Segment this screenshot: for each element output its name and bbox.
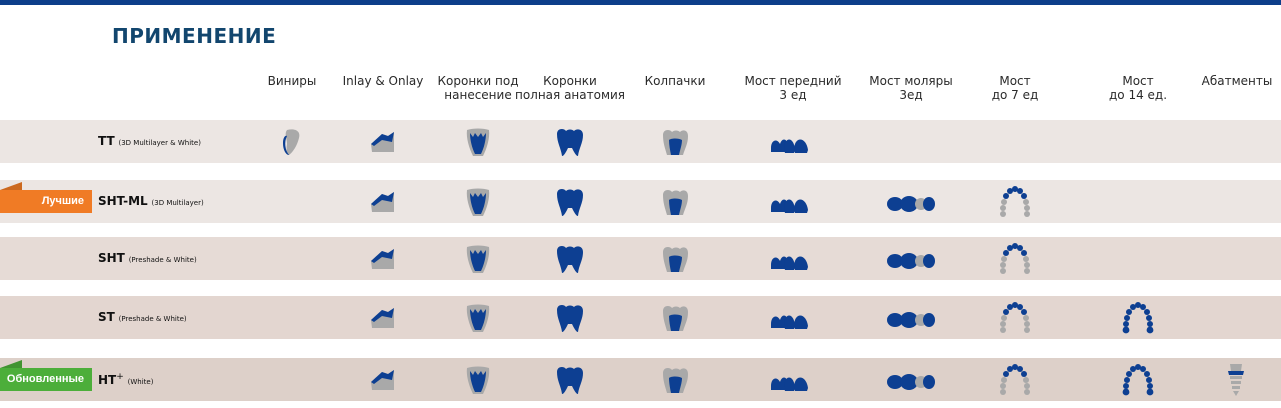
bridge14-icon	[1120, 362, 1156, 398]
column-header-abutment: Абатменты	[1201, 74, 1273, 88]
row-band	[0, 296, 1281, 339]
inlay-icon	[366, 243, 400, 275]
row-label: ST (Preshade & White)	[98, 310, 187, 324]
inlay-icon	[366, 186, 400, 218]
crown-facing-icon	[461, 243, 495, 275]
bridge-molar-icon	[886, 186, 936, 218]
column-header-bridge14: Мост до 14 ед.	[1108, 74, 1168, 102]
table-row: TT (3D Multilayer & White)	[0, 120, 1281, 163]
bridge-front-icon	[768, 302, 818, 334]
bridge-molar-icon	[886, 243, 936, 275]
table-row: SHT (Preshade & White)	[0, 237, 1281, 280]
row-label: SHT (Preshade & White)	[98, 251, 197, 265]
row-badge-label: Лучшие	[41, 195, 84, 207]
bridge7-icon	[997, 300, 1033, 336]
column-header-inlay: Inlay & Onlay	[342, 74, 424, 88]
table-row: ST (Preshade & White)	[0, 296, 1281, 339]
row-badge-label: Обновленные	[6, 373, 84, 385]
material-name: HT	[98, 373, 117, 387]
page-title: ПРИМЕНЕНИЕ	[112, 24, 277, 48]
bridge7-icon	[997, 362, 1033, 398]
cap-icon	[658, 243, 692, 275]
material-note: (3D Multilayer)	[151, 199, 204, 207]
column-header-bridge_molar: Мост моляры 3ед	[869, 74, 953, 102]
cap-icon	[658, 302, 692, 334]
badge-fold	[0, 360, 22, 368]
crown-facing-icon	[461, 126, 495, 158]
bridge-front-icon	[768, 186, 818, 218]
bridge-molar-icon	[886, 302, 936, 334]
row-badge: Лучшие	[0, 182, 92, 213]
crown-facing-icon	[461, 186, 495, 218]
column-header-crown_full: Коронки полная анатомия	[514, 74, 626, 102]
column-header-bridge7: Мост до 7 ед	[991, 74, 1039, 102]
row-label: TT (3D Multilayer & White)	[98, 134, 201, 148]
row-band	[0, 180, 1281, 223]
column-header-veneer: Виниры	[267, 74, 317, 88]
table-row: Лучшие SHT-ML (3D Multilayer)	[0, 180, 1281, 223]
material-note: (Preshade & White)	[118, 315, 187, 323]
material-name: ST	[98, 310, 115, 324]
bridge-front-icon	[768, 243, 818, 275]
bridge7-icon	[997, 241, 1033, 277]
crown-facing-icon	[461, 302, 495, 334]
cap-icon	[658, 126, 692, 158]
inlay-icon	[366, 126, 400, 158]
crown-full-icon	[553, 126, 587, 158]
inlay-icon	[366, 364, 400, 396]
crown-facing-icon	[461, 364, 495, 396]
material-note: (White)	[127, 378, 154, 386]
badge-fold	[0, 182, 22, 190]
bridge-molar-icon	[886, 364, 936, 396]
cap-icon	[658, 364, 692, 396]
row-label: HT+ (White)	[98, 372, 153, 387]
veneer-icon	[275, 126, 309, 158]
top-bar	[0, 0, 1281, 5]
row-label: SHT-ML (3D Multilayer)	[98, 194, 204, 208]
crown-full-icon	[553, 243, 587, 275]
material-name: SHT	[98, 251, 125, 265]
crown-full-icon	[553, 302, 587, 334]
crown-full-icon	[553, 186, 587, 218]
table-row: Обновленные HT+ (White)	[0, 358, 1281, 401]
material-sup: +	[116, 372, 124, 382]
bridge-front-icon	[768, 126, 818, 158]
bridge14-icon	[1120, 300, 1156, 336]
bridge7-icon	[997, 184, 1033, 220]
cap-icon	[658, 186, 692, 218]
material-note: (Preshade & White)	[128, 256, 197, 264]
bridge-front-icon	[768, 364, 818, 396]
column-header-cap: Колпачки	[644, 74, 706, 88]
crown-full-icon	[553, 364, 587, 396]
column-header-bridge_front: Мост передний 3 ед	[744, 74, 842, 102]
row-band	[0, 237, 1281, 280]
material-name: SHT-ML	[98, 194, 148, 208]
row-band	[0, 358, 1281, 401]
row-badge: Обновленные	[0, 360, 92, 391]
inlay-icon	[366, 302, 400, 334]
column-header-crown_facing: Коронки под нанесение	[437, 74, 519, 102]
row-band	[0, 120, 1281, 163]
abutment-icon	[1219, 362, 1255, 398]
material-note: (3D Multilayer & White)	[118, 139, 201, 147]
material-name: TT	[98, 134, 115, 148]
